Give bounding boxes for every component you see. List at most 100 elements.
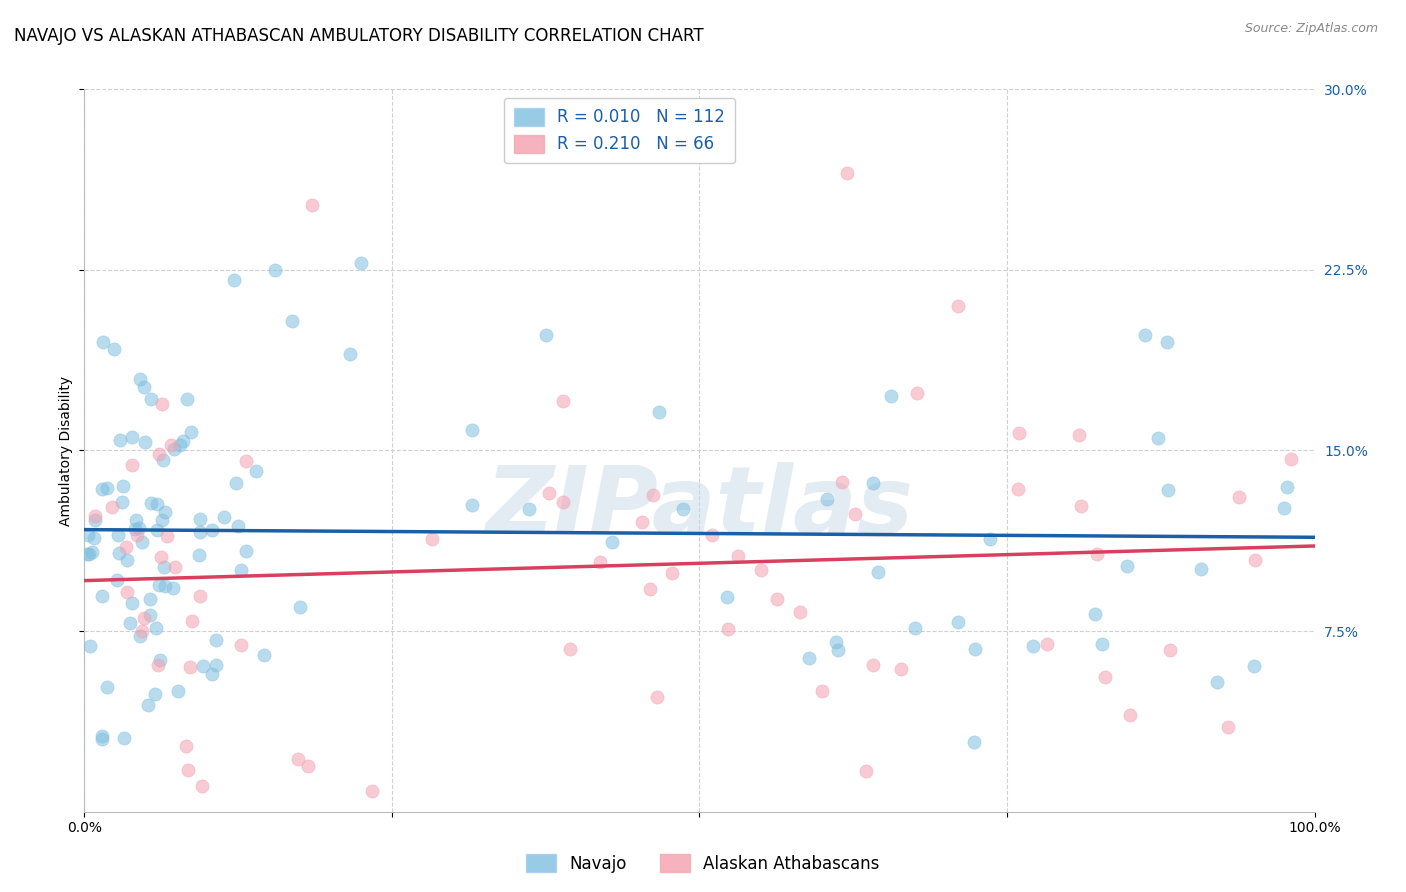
Point	[602, 535, 624, 549]
Point	[855, 764, 877, 778]
Point	[825, 634, 848, 648]
Point	[789, 605, 811, 619]
Point	[1189, 562, 1212, 576]
Point	[96, 481, 118, 495]
Point	[339, 347, 361, 361]
Point	[226, 518, 249, 533]
Point	[537, 485, 560, 500]
Point	[1206, 675, 1229, 690]
Point	[879, 388, 901, 402]
Point	[589, 555, 612, 569]
Point	[903, 621, 925, 635]
Point	[640, 582, 662, 596]
Point	[672, 501, 695, 516]
Point	[287, 752, 309, 766]
Point	[125, 528, 148, 542]
Point	[115, 585, 138, 599]
Point	[948, 615, 970, 629]
Point	[1036, 637, 1059, 651]
Point	[169, 438, 191, 452]
Point	[108, 434, 131, 448]
Point	[143, 687, 166, 701]
Point	[844, 507, 866, 521]
Point	[152, 453, 174, 467]
Point	[700, 527, 723, 541]
Point	[1085, 547, 1108, 561]
Point	[90, 482, 112, 496]
Point	[534, 327, 557, 342]
Point	[716, 590, 738, 604]
Point	[159, 438, 181, 452]
Point	[134, 435, 156, 450]
Point	[139, 591, 162, 606]
Point	[180, 425, 202, 439]
Point	[301, 198, 323, 212]
Point	[1094, 669, 1116, 683]
Point	[150, 397, 173, 411]
Point	[797, 650, 820, 665]
Point	[188, 512, 211, 526]
Point	[128, 521, 150, 535]
Point	[827, 643, 849, 657]
Point	[172, 434, 194, 448]
Point	[91, 731, 114, 746]
Point	[281, 314, 304, 328]
Point	[1159, 643, 1181, 657]
Point	[121, 458, 143, 473]
Point	[148, 447, 170, 461]
Legend: Navajo, Alaskan Athabascans: Navajo, Alaskan Athabascans	[519, 847, 887, 880]
Point	[96, 680, 118, 694]
Point	[145, 621, 167, 635]
Point	[83, 531, 105, 545]
Point	[79, 640, 101, 654]
Point	[155, 505, 177, 519]
Point	[166, 684, 188, 698]
Point	[1281, 452, 1303, 467]
Point	[191, 779, 214, 793]
Point	[176, 739, 198, 754]
Point	[107, 527, 129, 541]
Point	[811, 683, 834, 698]
Point	[717, 622, 740, 636]
Point	[193, 658, 215, 673]
Point	[946, 299, 969, 313]
Point	[112, 478, 135, 492]
Point	[176, 392, 198, 406]
Point	[1275, 480, 1298, 494]
Point	[179, 660, 201, 674]
Point	[150, 550, 173, 565]
Point	[979, 532, 1001, 546]
Point	[153, 579, 176, 593]
Point	[139, 496, 162, 510]
Point	[131, 534, 153, 549]
Point	[121, 430, 143, 444]
Point	[177, 763, 200, 777]
Point	[641, 488, 664, 502]
Point	[201, 666, 224, 681]
Point	[1070, 499, 1092, 513]
Point	[965, 641, 987, 656]
Point	[153, 560, 176, 574]
Point	[560, 642, 582, 657]
Point	[631, 515, 654, 529]
Point	[163, 442, 186, 456]
Point	[108, 546, 131, 560]
Point	[125, 513, 148, 527]
Point	[225, 475, 247, 490]
Point	[115, 553, 138, 567]
Point	[115, 540, 138, 554]
Point	[163, 559, 186, 574]
Point	[111, 495, 134, 509]
Point	[103, 342, 125, 356]
Point	[245, 464, 267, 478]
Point	[551, 393, 574, 408]
Point	[963, 735, 986, 749]
Point	[120, 615, 142, 630]
Point	[1218, 721, 1240, 735]
Point	[235, 454, 257, 468]
Point	[727, 549, 749, 564]
Point	[91, 335, 114, 350]
Point	[235, 544, 257, 558]
Point	[1007, 425, 1029, 440]
Point	[1119, 708, 1142, 723]
